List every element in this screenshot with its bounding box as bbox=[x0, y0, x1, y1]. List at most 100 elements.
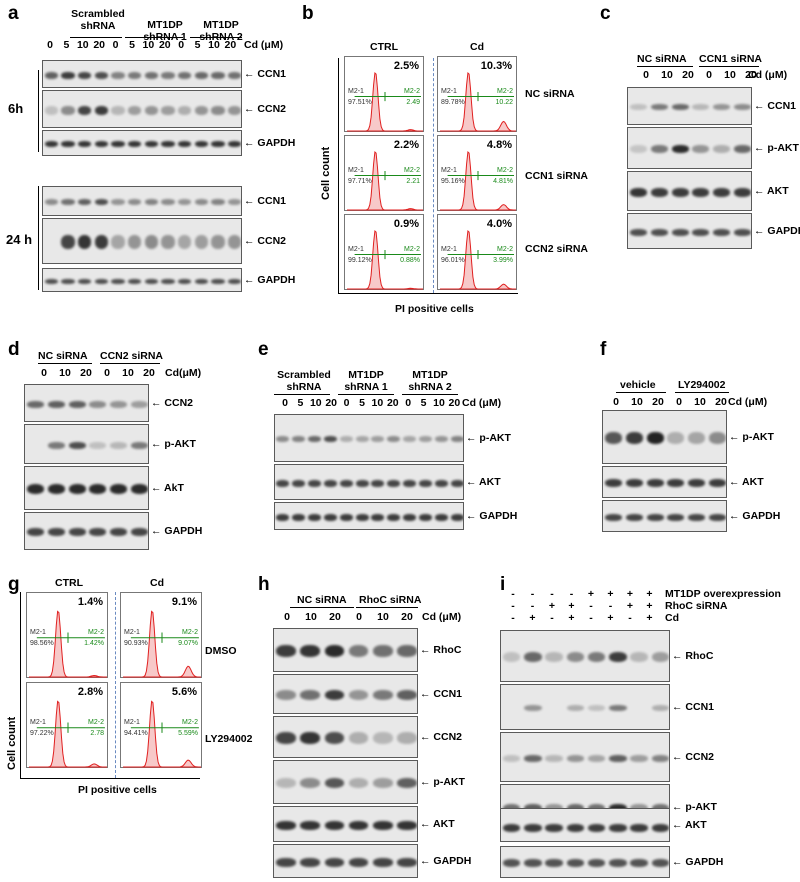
panel-e-band bbox=[371, 479, 385, 487]
panel-c-dose-unit: Cd (μM) bbox=[748, 69, 788, 81]
panel-c-band bbox=[650, 104, 668, 110]
panel-a-band bbox=[77, 71, 92, 79]
panel-i-blot-ccn1 bbox=[500, 684, 670, 730]
panel-b-histogram-5: 4.0% M2-1 96.01% M2-2 3.99% bbox=[437, 214, 517, 290]
panel-a-band bbox=[44, 105, 59, 115]
panel-h-group-2: RhoC siRNA bbox=[359, 594, 422, 606]
panel-d-band-label-gapdh: ← GAPDH bbox=[151, 525, 203, 537]
panel-a-band bbox=[194, 141, 209, 147]
panel-a-band bbox=[211, 199, 225, 205]
panel-a-band bbox=[227, 105, 241, 115]
panel-i-band bbox=[587, 705, 606, 711]
panel-g-row-1: DMSO bbox=[205, 645, 237, 657]
panel-i-blot-akt bbox=[500, 808, 670, 842]
panel-a-underline-2 bbox=[125, 37, 183, 38]
panel-h-blot-gapdh bbox=[273, 844, 418, 878]
panel-d-band bbox=[26, 528, 44, 536]
panel-f-label-gapdh: GAPDH bbox=[742, 510, 781, 522]
sign-cell: + bbox=[646, 612, 653, 624]
panel-e-band bbox=[418, 479, 432, 487]
panel-g-gate-m1: M2-1 bbox=[30, 628, 46, 636]
panel-d-blot-gapdh bbox=[24, 512, 149, 550]
panel-a-band bbox=[111, 278, 125, 284]
panel-e-band bbox=[450, 513, 463, 521]
panel-f-band bbox=[667, 432, 685, 444]
panel-b-gate-m2: M2-2 bbox=[497, 166, 513, 174]
panel-i-band-label-rhoc: ← RhoC bbox=[672, 650, 714, 662]
panel-b-gate-m1-value: 89.78% bbox=[441, 98, 465, 106]
panel-f-band bbox=[688, 479, 706, 487]
panel-d-label-p-akt: p-AKT bbox=[164, 438, 196, 450]
panel-a-band bbox=[227, 199, 241, 205]
sign-cell: - bbox=[530, 588, 535, 600]
panel-i-label-akt: AKT bbox=[685, 819, 707, 831]
panel-h-band bbox=[324, 690, 345, 700]
panel-b-gate-m2-value: 2.49 bbox=[406, 98, 420, 106]
panel-h-band bbox=[397, 732, 417, 744]
panel-b-row-1: NC siRNA bbox=[525, 88, 575, 100]
dose-label: 0 bbox=[284, 611, 290, 623]
panel-h-band bbox=[372, 820, 393, 830]
panel-h-band-label-ccn2: ← CCN2 bbox=[420, 731, 463, 743]
sign-cell: - bbox=[608, 600, 613, 612]
panel-i-band bbox=[651, 754, 669, 762]
panel-e-band bbox=[387, 436, 401, 442]
panel-e-band bbox=[434, 513, 448, 521]
panel-e-band bbox=[418, 436, 432, 442]
panel-i-band bbox=[630, 652, 648, 662]
panel-i-band bbox=[502, 824, 521, 832]
panel-e-band bbox=[308, 479, 322, 487]
panel-a-band bbox=[44, 71, 59, 79]
panel-c-label-akt: AKT bbox=[767, 185, 789, 197]
panel-g-label: g bbox=[8, 574, 20, 595]
panel-a-band bbox=[94, 235, 109, 249]
panel-b-gate-m2: M2-2 bbox=[404, 166, 420, 174]
panel-a-band bbox=[61, 199, 75, 205]
panel-h-band-label-p-akt: ← p-AKT bbox=[420, 776, 465, 788]
panel-f-band bbox=[709, 432, 726, 444]
panel-a-band bbox=[111, 141, 125, 147]
panel-i-band bbox=[524, 824, 542, 832]
panel-a-band bbox=[111, 235, 125, 249]
panel-f-label-akt: AKT bbox=[742, 476, 764, 488]
panel-b-gate-m2-value: 10.22 bbox=[495, 98, 513, 106]
panel-a-band bbox=[161, 235, 175, 249]
panel-f-underline-2 bbox=[675, 392, 729, 393]
panel-i-band bbox=[609, 824, 627, 832]
panel-e-band bbox=[323, 513, 337, 521]
panel-f-band bbox=[688, 432, 706, 444]
sign-cell: - bbox=[589, 612, 593, 624]
panel-a-band bbox=[144, 141, 159, 147]
panel-a-band bbox=[127, 235, 142, 249]
panel-e-band bbox=[323, 436, 337, 442]
panel-b-xlabel: PI positive cells bbox=[395, 303, 474, 315]
sign-cell: + bbox=[607, 612, 614, 624]
panel-f-band-label-gapdh: ← GAPDH bbox=[729, 510, 781, 522]
panel-b-histogram-4: 0.9% M2-1 99.12% M2-2 0.88% bbox=[344, 214, 424, 290]
panel-e-band bbox=[339, 479, 353, 487]
panel-b-histogram-curve bbox=[347, 71, 423, 132]
panel-i-band bbox=[545, 824, 563, 832]
panel-a-band bbox=[211, 278, 225, 284]
panel-d-label-akt: AkT bbox=[164, 482, 184, 494]
panel-g-gate-m1-value: 94.41% bbox=[124, 729, 148, 737]
dose-label: 0 bbox=[47, 39, 53, 51]
panel-a-band bbox=[44, 199, 59, 205]
panel-a-blot-gapdh-6h bbox=[42, 130, 242, 156]
panel-h-band bbox=[372, 778, 393, 788]
panel-f-band bbox=[667, 479, 685, 487]
panel-h-band bbox=[276, 778, 296, 788]
panel-f-band bbox=[646, 479, 664, 487]
panel-d-band bbox=[131, 441, 148, 449]
panel-a-band bbox=[77, 141, 92, 147]
panel-g-histogram-0: 1.4% M2-1 98.56% M2-2 1.42% bbox=[26, 592, 108, 678]
panel-b-histogram-0: 2.5% M2-1 97.51% M2-2 2.49 bbox=[344, 56, 424, 132]
panel-c-band bbox=[692, 104, 710, 110]
panel-b-gate-m2: M2-2 bbox=[497, 245, 513, 253]
panel-a-band bbox=[111, 71, 125, 79]
panel-i-band-label-p-akt: ← p-AKT bbox=[672, 801, 717, 813]
dose-label: 10 bbox=[305, 611, 317, 623]
panel-h-label-akt: AKT bbox=[433, 818, 455, 830]
panel-e-underline-1 bbox=[274, 394, 330, 395]
panel-b-pct: 4.8% bbox=[486, 139, 512, 151]
